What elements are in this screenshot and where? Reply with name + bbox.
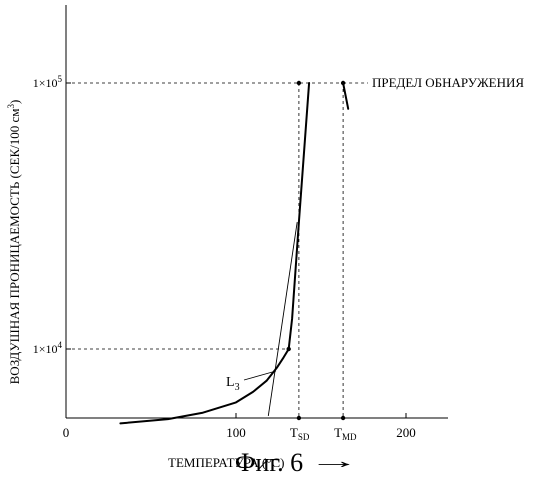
marker-dot-1e4	[287, 347, 291, 351]
reference-lines	[66, 83, 368, 349]
x-tick-label-2: 200	[396, 425, 416, 440]
marker-label-0: TSD	[290, 425, 310, 442]
marker-dot-top-0	[297, 81, 301, 85]
marker-dot-axis-1	[341, 416, 345, 420]
series-line-0	[120, 83, 309, 423]
detection-limit-label: ПРЕДЕЛ ОБНАРУЖЕНИЯ	[372, 75, 524, 90]
marker-dot-axis-0	[297, 416, 301, 420]
y-tick-label-1: 1×105	[33, 74, 63, 90]
marker-label-1: TMD	[334, 425, 357, 442]
marker-dot-top-1	[341, 81, 345, 85]
y-tick-label-0: 1×104	[33, 340, 63, 356]
x-tick-label-0: 0	[63, 425, 70, 440]
x-tick-label-1: 100	[226, 425, 246, 440]
figure-caption: Фиг. 6	[0, 448, 538, 478]
y-axis-label: ВОЗДУШНАЯ ПРОНИЦАЕМОСТЬ (СЕК/100 см3)	[6, 100, 22, 385]
series-lines	[120, 83, 348, 423]
y-ticks: 1×104 1×105	[33, 74, 71, 356]
l3-label: L3	[226, 375, 240, 393]
x-ticks: 0 100 200	[63, 413, 416, 440]
series-line-1	[343, 83, 348, 109]
